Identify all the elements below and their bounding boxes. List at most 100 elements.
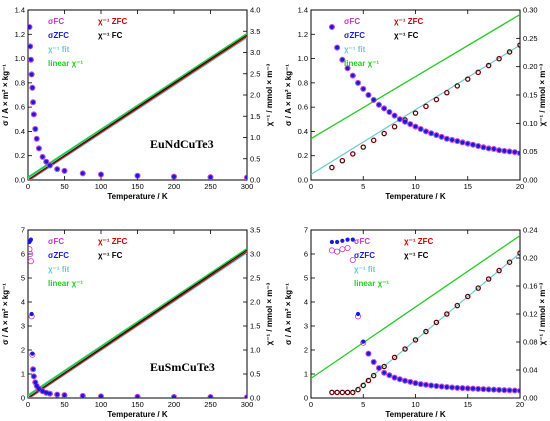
sigma-fc-point bbox=[54, 166, 61, 173]
chi-fc-point bbox=[355, 387, 361, 392]
legend-entry: σZFC bbox=[48, 31, 69, 40]
chi-zfc-point bbox=[485, 62, 492, 69]
sigma-fc-point bbox=[344, 244, 351, 251]
panel-p3: 0 50 100 150 200 250 300 0 1 2 3 4 5 6 7 0.0 0.5 1.0 1.5 2.… bbox=[1, 226, 274, 420]
sigma-zfc-point bbox=[449, 137, 455, 143]
plot-area bbox=[311, 235, 520, 396]
y-right-tick-label: 1.0 bbox=[250, 346, 260, 355]
sigma-zfc-point bbox=[418, 381, 423, 387]
chi-fc-point bbox=[465, 294, 471, 299]
sigma-fc-point bbox=[98, 171, 105, 178]
chi-fit-line bbox=[352, 252, 520, 393]
sigma-zfc-point bbox=[244, 395, 247, 398]
y-right-axis-title: χ⁻¹ / mmol × m⁻³ bbox=[265, 282, 274, 345]
sigma-zfc-point bbox=[470, 142, 476, 147]
sigma-zfc-point bbox=[40, 389, 45, 394]
sigma-fc-point bbox=[381, 105, 388, 112]
sigma-zfc-point bbox=[345, 66, 350, 71]
x-tick-label: 20 bbox=[516, 400, 524, 409]
sigma-zfc-point bbox=[413, 381, 418, 386]
chi-fc-point bbox=[381, 131, 387, 136]
chi-zfc-point bbox=[412, 337, 419, 343]
sigma-zfc-point bbox=[208, 174, 213, 180]
sigma-zfc-point bbox=[423, 129, 429, 134]
sigma-zfc-point bbox=[502, 387, 507, 393]
sigma-zfc-point bbox=[33, 126, 38, 132]
sigma-zfc-point bbox=[329, 24, 334, 30]
y-left-tick-label: 5 bbox=[304, 274, 308, 283]
y-left-tick-label: 0.4 bbox=[15, 127, 25, 136]
chi-zfc-point bbox=[360, 382, 367, 389]
y-right-tick-label: 2.0 bbox=[250, 91, 260, 100]
sigma-zfc-point bbox=[397, 377, 402, 382]
sigma-zfc-point bbox=[340, 57, 345, 62]
sigma-fc-point bbox=[517, 387, 520, 394]
y-right-tick-label: 0.5 bbox=[250, 154, 260, 163]
sigma-fc-point bbox=[61, 167, 68, 174]
sigma-zfc-point bbox=[449, 385, 455, 390]
sigma-zfc-point bbox=[62, 168, 67, 173]
sigma-zfc-point bbox=[36, 146, 42, 151]
sigma-fc-point bbox=[339, 56, 346, 63]
chi-zfc-point bbox=[370, 372, 377, 379]
chi-fc-point bbox=[475, 285, 481, 291]
sigma-zfc-point bbox=[329, 239, 334, 245]
sigma-fc-point bbox=[134, 393, 141, 398]
y-left-tick-label: 1.4 bbox=[298, 6, 308, 15]
sigma-zfc-point bbox=[497, 387, 502, 392]
y-left-tick-label: 1.2 bbox=[298, 30, 308, 39]
sigma-zfc-point bbox=[376, 365, 382, 371]
sigma-zfc-point bbox=[402, 119, 408, 124]
y-left-tick-label: 1.2 bbox=[15, 30, 25, 39]
chi-zfc-point bbox=[423, 103, 429, 110]
chi-fc-point bbox=[361, 383, 366, 388]
x-tick-label: 0 bbox=[26, 182, 30, 191]
chi-fc-point bbox=[455, 83, 460, 89]
sigma-zfc-point bbox=[512, 149, 517, 155]
x-tick-label: 0 bbox=[26, 400, 30, 409]
legend-entry: σFC bbox=[48, 17, 64, 26]
chi-zfc-point bbox=[506, 259, 513, 266]
x-tick-label: 10 bbox=[411, 400, 419, 409]
y-right-tick-label: 0.10 bbox=[523, 119, 538, 128]
sigma-zfc-point bbox=[460, 140, 465, 145]
y-left-tick-label: 6 bbox=[304, 250, 308, 259]
y-right-tick-label: 0.15 bbox=[523, 91, 538, 100]
sigma-fc-point bbox=[334, 44, 341, 51]
sigma-fc-point bbox=[438, 133, 445, 140]
x-axis-title: Temperature / K bbox=[385, 192, 446, 201]
chi-zfc-point bbox=[496, 55, 502, 62]
chi-zfc-point bbox=[391, 354, 398, 361]
legend-entry: σZFC bbox=[354, 251, 375, 260]
y-right-tick-label: 0.12 bbox=[523, 310, 538, 319]
sigma-fc-point bbox=[517, 150, 520, 157]
y-right-tick-label: 0.0 bbox=[250, 394, 260, 403]
sigma-zfc-point bbox=[491, 146, 496, 152]
panel-p4: 0 5 10 15 20 0 1 2 3 4 5 6 7 0.00 0.04 0.08 0.12 0.16 0.20… bbox=[284, 226, 547, 420]
sigma-fc-point bbox=[422, 128, 429, 135]
x-tick-label: 0 bbox=[309, 400, 313, 409]
sigma-fc-point bbox=[412, 123, 419, 130]
sigma-zfc-point bbox=[340, 238, 345, 243]
y-left-axis-title: σ / A × m² × kg⁻¹ bbox=[284, 283, 293, 345]
chi-zfc-point bbox=[365, 377, 372, 384]
y-right-tick-label: 1.5 bbox=[250, 322, 260, 331]
sigma-fc-point bbox=[30, 366, 37, 373]
y-right-tick-label: 3.5 bbox=[250, 27, 260, 36]
y-right-tick-label: 0.08 bbox=[523, 338, 538, 347]
chi-fc-point bbox=[475, 70, 481, 75]
sigma-zfc-point bbox=[171, 174, 177, 179]
sigma-zfc-point bbox=[55, 166, 60, 172]
chi-zfc-point bbox=[464, 293, 471, 300]
y-right-tick-label: 0.20 bbox=[523, 62, 538, 71]
sigma-zfc-point bbox=[36, 386, 42, 391]
x-tick-label: 200 bbox=[168, 182, 181, 191]
sigma-zfc-point bbox=[244, 175, 247, 180]
sigma-fc-point bbox=[30, 111, 37, 118]
linear-chi-line bbox=[28, 248, 247, 397]
sigma-zfc-point bbox=[460, 386, 465, 391]
sigma-zfc-point bbox=[350, 73, 355, 78]
sigma-fc-point bbox=[43, 158, 50, 165]
sigma-zfc-point bbox=[44, 159, 49, 164]
sigma-fc-point bbox=[29, 84, 36, 91]
